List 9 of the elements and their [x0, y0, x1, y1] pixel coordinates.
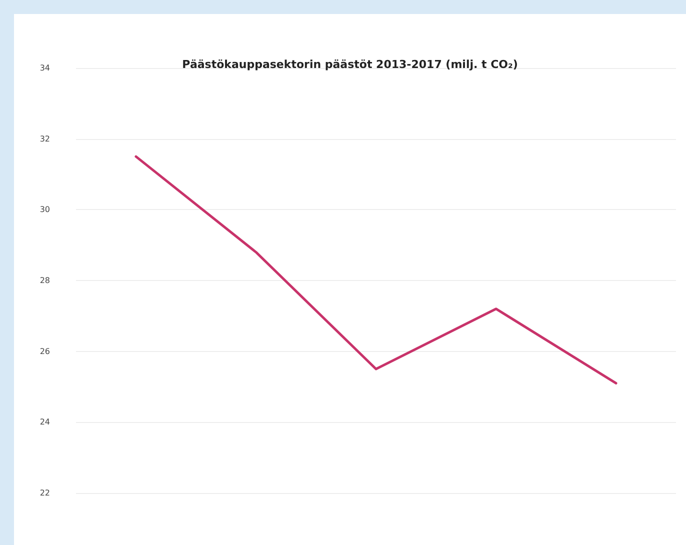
y-tick-label: 32	[40, 134, 50, 144]
y-tick-label: 26	[40, 346, 50, 356]
y-tick-label: 24	[40, 418, 50, 427]
y-tick-label: 30	[40, 205, 50, 214]
y-tick-label: 34	[40, 64, 50, 72]
y-tick-label: 28	[40, 276, 50, 285]
chart-title: Päästökauppasektorin päästöt 2013-2017 (milj. t CO₂)	[182, 58, 518, 71]
line-series	[134, 155, 618, 384]
y-tick-label: 22	[40, 488, 50, 498]
